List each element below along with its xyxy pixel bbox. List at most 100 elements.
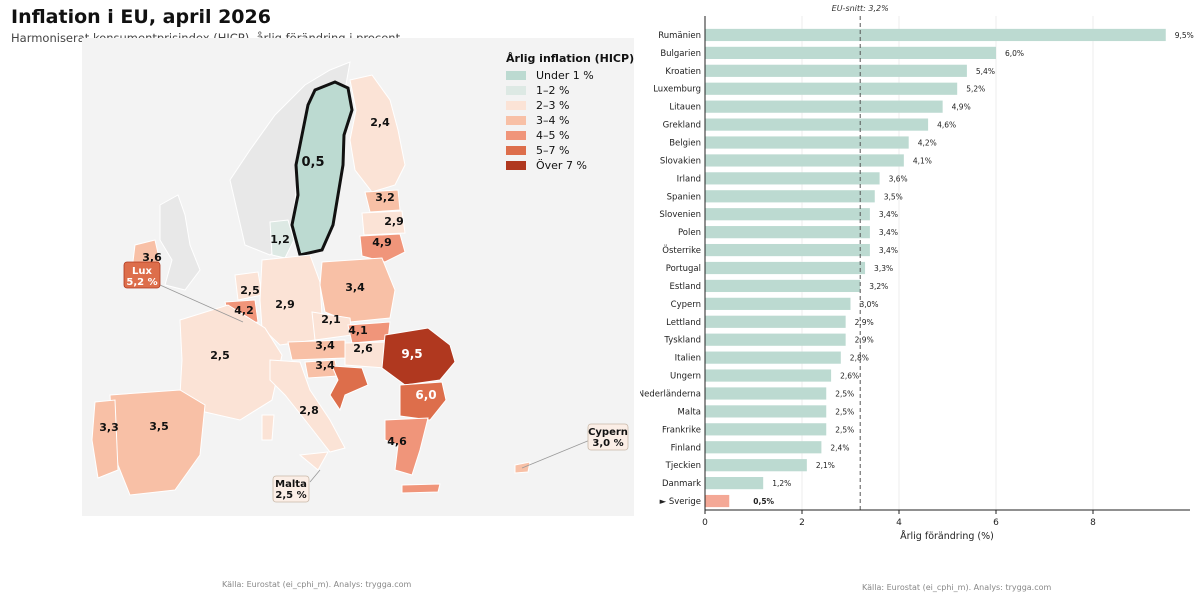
- category-label: Tyskland: [663, 336, 701, 346]
- value-label: 4,1%: [913, 156, 932, 165]
- legend-label: 3–4 %: [536, 114, 570, 127]
- category-label: Irland: [677, 174, 701, 184]
- legend-label: 1–2 %: [536, 84, 570, 97]
- x-tick-label: 4: [896, 518, 902, 528]
- bar-source: Källa: Eurostat (ei_cphi_m). Analys: try…: [862, 583, 1052, 592]
- legend-item: 4–5 %: [506, 128, 634, 143]
- legend-item: 2–3 %: [506, 98, 634, 113]
- value-label: 4,2%: [918, 139, 937, 148]
- eu-average-label: EU-snitt: 3,2%: [832, 4, 889, 13]
- country-france: [179, 304, 283, 421]
- value-label: 2,9%: [855, 318, 874, 327]
- value-label: 3,2%: [869, 282, 888, 291]
- category-label: Lettland: [666, 318, 701, 328]
- cyprus-leader-line: [521, 439, 591, 469]
- map-value-label-it: 2,8: [299, 404, 319, 417]
- value-label: 9,5%: [1175, 31, 1194, 40]
- bar: [705, 226, 870, 239]
- category-label: Österrike: [662, 245, 701, 256]
- bar-panel: Rumänien 9,5% Bulgarien 6,0% Kroatien 5,4% Lux…: [640, 0, 1200, 600]
- legend-swatch: [506, 86, 526, 95]
- country-sweden: [290, 80, 354, 257]
- category-label: Frankrike: [662, 425, 701, 435]
- map-panel: 0,5 2,4 3,2 2,9 4,9 1,2 3,6 2,5 4,2 2,9 3,4 2,1 4,1 3…: [82, 38, 634, 589]
- category-label: Slovenien: [659, 210, 701, 220]
- value-label: 0,5%: [753, 497, 774, 506]
- bar: [705, 297, 851, 310]
- bar: [705, 64, 967, 77]
- lux-callout-value: 5,2 %: [126, 277, 157, 288]
- value-label: 4,9%: [952, 103, 971, 112]
- category-label: Cypern: [671, 300, 701, 310]
- category-label: Kroatien: [665, 67, 701, 77]
- country-lithuania: [359, 233, 406, 263]
- value-label: 2,5%: [835, 389, 854, 398]
- lux-callout: Lux 5,2 %: [123, 261, 161, 289]
- legend-item: 3–4 %: [506, 113, 634, 128]
- bar: [705, 190, 875, 203]
- value-label: 3,4%: [879, 228, 898, 237]
- value-label: 3,6%: [889, 174, 908, 183]
- map-label-layer: 0,5 2,4 3,2 2,9 4,9 1,2 3,6 2,5 4,2 2,9 3,4 2,1 4,1 3…: [99, 116, 436, 448]
- bar: [705, 208, 870, 221]
- map-value-label-ee: 3,2: [375, 191, 395, 204]
- bar: [705, 279, 861, 293]
- bar: [705, 333, 846, 346]
- bar: [705, 477, 764, 490]
- x-tick-label: 2: [799, 518, 805, 528]
- map-source: Källa: Eurostat (ei_cphi_m). Analys: try…: [222, 580, 412, 589]
- cyprus-callout-name: Cypern: [588, 427, 628, 438]
- legend-swatch: [506, 161, 526, 170]
- bar: [705, 459, 807, 472]
- category-label: Polen: [678, 228, 701, 238]
- category-label: Bulgarien: [660, 49, 701, 59]
- map-value-label-lt: 4,9: [372, 236, 392, 249]
- malta-leader-line: [309, 469, 321, 483]
- bar: [705, 154, 904, 167]
- map-value-label-se: 0,5: [301, 155, 324, 170]
- value-label: 3,5%: [884, 192, 903, 201]
- country-greece: [384, 417, 429, 476]
- category-label: Luxemburg: [653, 85, 701, 95]
- malta-callout: Malta 2,5 %: [272, 475, 310, 503]
- country-estonia: [364, 189, 401, 213]
- bar: [705, 261, 866, 275]
- map-value-label-pl: 3,4: [345, 281, 365, 294]
- eu-map: 0,5 2,4 3,2 2,9 4,9 1,2 3,6 2,5 4,2 2,9 3,4 2,1 4,1 3…: [82, 38, 634, 516]
- country-poland: [319, 257, 396, 323]
- bar: [705, 441, 822, 454]
- cyprus-callout-value: 3,0 %: [592, 438, 623, 449]
- category-label: Tjeckien: [665, 461, 701, 471]
- category-label: Ungern: [670, 372, 701, 382]
- category-label: Rumänien: [658, 31, 701, 41]
- value-label: 3,4%: [879, 210, 898, 219]
- category-label: ► Sverige: [660, 497, 701, 507]
- island-sardinia: [261, 414, 275, 441]
- legend-label: 5–7 %: [536, 144, 570, 157]
- category-label: Spanien: [667, 192, 701, 202]
- cyprus-callout-box: [587, 423, 629, 451]
- category-label: Slovakien: [660, 156, 701, 166]
- category-label: Grekland: [663, 121, 701, 131]
- country-uk: [159, 194, 201, 291]
- value-label: 3,0%: [860, 300, 879, 309]
- map-value-label-fi: 2,4: [370, 116, 390, 129]
- map-value-label-si: 3,4: [315, 359, 335, 372]
- category-label: Portugal: [666, 264, 701, 274]
- legend-swatch: [506, 71, 526, 80]
- map-value-label-bg: 6,0: [415, 388, 436, 402]
- legend-item: 5–7 %: [506, 143, 634, 158]
- bar: [705, 28, 1166, 42]
- malta-callout-value: 2,5 %: [275, 490, 306, 501]
- category-label: Estland: [670, 282, 702, 292]
- value-label: 2,5%: [835, 425, 854, 434]
- bar: [705, 172, 880, 185]
- value-label: 2,4%: [830, 443, 849, 452]
- bar: [705, 118, 929, 131]
- value-label: 4,6%: [937, 121, 956, 130]
- map-value-label-be: 4,2: [234, 304, 254, 317]
- country-latvia: [361, 210, 406, 236]
- bar: [705, 46, 996, 59]
- bar: [705, 136, 909, 149]
- category-label: Finland: [671, 443, 701, 453]
